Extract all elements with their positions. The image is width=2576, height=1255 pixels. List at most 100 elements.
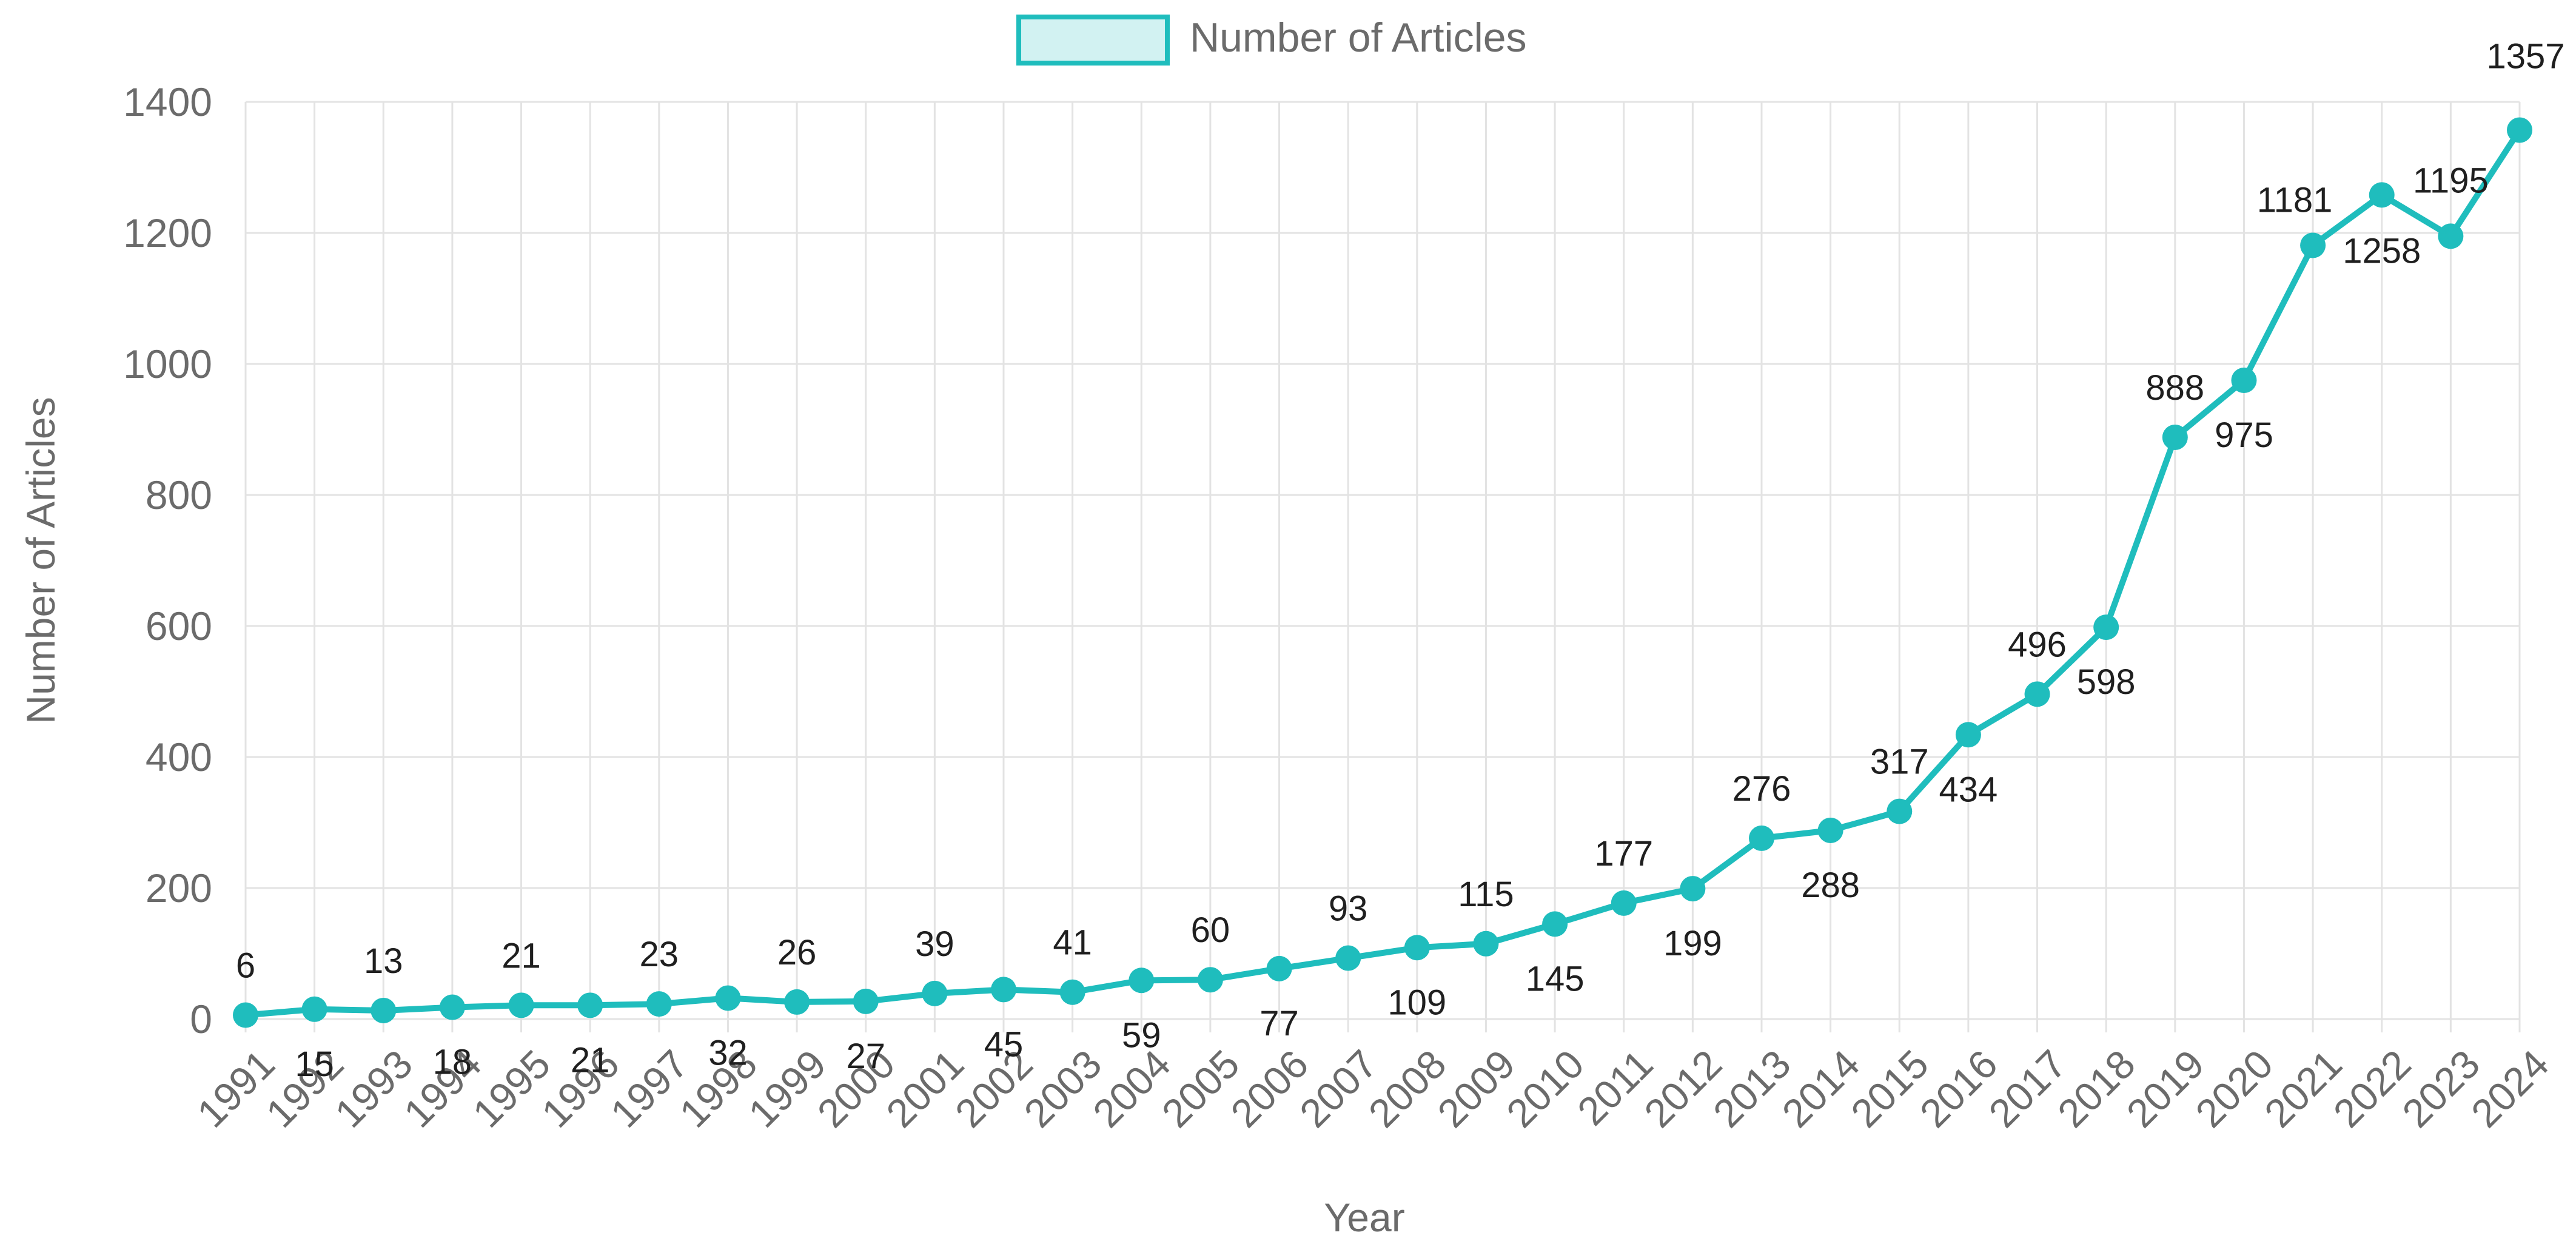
data-point[interactable] <box>1749 825 1774 851</box>
data-label: 496 <box>2008 625 2067 664</box>
y-axis-title: Number of Articles <box>18 397 63 724</box>
data-point[interactable] <box>2300 232 2326 258</box>
data-label: 6 <box>236 946 255 986</box>
data-label: 145 <box>1526 959 1585 998</box>
data-point[interactable] <box>646 991 672 1017</box>
data-point[interactable] <box>1542 911 1568 937</box>
x-tick-label: 2004 <box>1084 1041 1179 1136</box>
data-point[interactable] <box>1059 979 1085 1005</box>
legend[interactable]: Number of Articles <box>1016 15 1527 66</box>
data-label: 276 <box>1732 769 1791 809</box>
data-point[interactable] <box>301 996 327 1022</box>
data-label: 60 <box>1191 910 1230 950</box>
data-point[interactable] <box>2369 182 2395 208</box>
data-label: 45 <box>984 1025 1024 1064</box>
data-label: 41 <box>1053 923 1092 963</box>
x-tick-label: 2006 <box>1222 1041 1317 1136</box>
x-tick-label: 2014 <box>1773 1041 1868 1136</box>
y-tick-label: 1200 <box>123 210 212 255</box>
data-point[interactable] <box>577 992 603 1018</box>
legend-label[interactable]: Number of Articles <box>1190 15 1527 61</box>
data-point[interactable] <box>2024 681 2050 707</box>
x-tick-label: 2022 <box>2324 1041 2419 1136</box>
x-tick-label: 2013 <box>1705 1041 1799 1136</box>
data-point[interactable] <box>1473 930 1499 957</box>
data-label: 1357 <box>2486 36 2564 76</box>
data-label: 115 <box>1458 875 1514 914</box>
data-label: 1181 <box>2257 181 2333 220</box>
x-tick-label: 2003 <box>1015 1041 1110 1136</box>
data-label: 1258 <box>2343 231 2421 271</box>
data-label: 598 <box>2077 662 2136 702</box>
data-label: 199 <box>1663 924 1722 963</box>
x-tick-label: 1995 <box>464 1041 558 1136</box>
data-label: 975 <box>2215 416 2273 455</box>
data-point[interactable] <box>922 980 948 1006</box>
x-tick-label: 2001 <box>877 1041 972 1136</box>
data-point[interactable] <box>1129 967 1155 994</box>
data-label: 1195 <box>2413 161 2489 200</box>
data-point[interactable] <box>1266 955 1292 981</box>
y-tick-label: 1400 <box>123 79 212 124</box>
x-tick-label: 1997 <box>602 1041 697 1136</box>
y-tick-label: 400 <box>146 735 212 779</box>
y-axis: 0 200 400 600 800 1000 1200 1400 <box>123 79 212 1041</box>
data-point[interactable] <box>715 985 741 1011</box>
y-tick-label: 1000 <box>123 342 212 386</box>
x-tick-label: 2018 <box>2049 1041 2144 1136</box>
x-tick-label: 1991 <box>189 1041 283 1136</box>
data-point[interactable] <box>2162 424 2188 450</box>
data-point[interactable] <box>1335 945 1361 971</box>
y-tick-label: 600 <box>146 604 212 648</box>
data-point[interactable] <box>1817 817 1843 843</box>
data-label: 39 <box>915 924 954 964</box>
data-label: 93 <box>1329 889 1368 929</box>
data-label: 59 <box>1122 1015 1161 1055</box>
data-point[interactable] <box>508 992 534 1018</box>
data-label: 15 <box>295 1045 334 1084</box>
x-tick-label: 2020 <box>2187 1041 2281 1136</box>
data-label: 23 <box>640 935 679 974</box>
x-tick-label: 2008 <box>1360 1041 1455 1136</box>
x-tick-label: 1993 <box>326 1041 421 1136</box>
data-label: 21 <box>501 936 541 975</box>
data-label: 888 <box>2145 368 2204 408</box>
data-point[interactable] <box>1955 722 1981 748</box>
data-point[interactable] <box>2093 614 2119 641</box>
x-tick-label: 2021 <box>2256 1041 2350 1136</box>
data-point[interactable] <box>853 988 879 1014</box>
series-line <box>243 127 2523 1018</box>
x-tick-label: 2017 <box>1980 1041 2075 1136</box>
data-point[interactable] <box>991 977 1016 1003</box>
data-label: 434 <box>1939 770 1998 809</box>
legend-swatch[interactable] <box>1016 15 1170 66</box>
data-point[interactable] <box>1611 890 1637 916</box>
data-point[interactable] <box>784 989 810 1015</box>
data-label: 26 <box>777 933 817 972</box>
data-point[interactable] <box>439 994 465 1020</box>
data-label: 288 <box>1801 866 1860 905</box>
data-label: 13 <box>364 941 403 981</box>
x-tick-label: 2005 <box>1153 1041 1248 1136</box>
data-point[interactable] <box>2507 117 2532 143</box>
data-point[interactable] <box>371 997 397 1023</box>
y-tick-label: 800 <box>146 473 212 517</box>
data-label: 317 <box>1870 742 1929 782</box>
data-point[interactable] <box>2231 368 2257 393</box>
y-tick-label: 0 <box>190 997 212 1041</box>
data-label: 18 <box>433 1043 472 1082</box>
x-tick-label: 2024 <box>2463 1041 2557 1136</box>
data-point[interactable] <box>2438 223 2464 249</box>
x-tick-label: 1999 <box>740 1041 834 1136</box>
y-tick-label: 200 <box>146 866 212 910</box>
data-point[interactable] <box>1887 798 1913 824</box>
data-label: 27 <box>846 1037 885 1076</box>
data-point[interactable] <box>233 1002 258 1028</box>
data-point[interactable] <box>1680 876 1706 902</box>
data-label: 77 <box>1259 1004 1299 1043</box>
grid-layer <box>244 101 2521 1032</box>
data-point[interactable] <box>1197 967 1223 993</box>
x-tick-label: 2016 <box>1911 1041 2006 1136</box>
data-point[interactable] <box>1404 935 1430 961</box>
